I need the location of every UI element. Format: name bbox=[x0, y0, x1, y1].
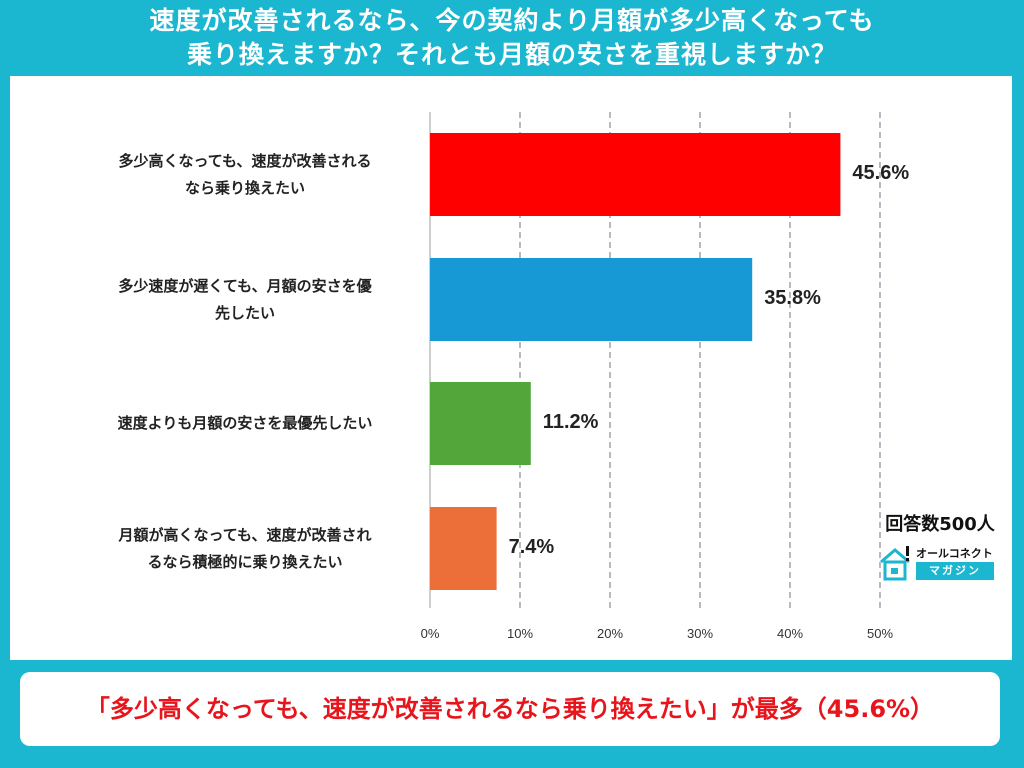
category-label-line: なら乗り換えたい bbox=[184, 178, 305, 197]
logo-bottom-text: マガジン bbox=[916, 562, 994, 580]
category-label-3: 速度よりも月額の安さを最優先したい bbox=[85, 410, 405, 437]
x-tick-label: 10% bbox=[506, 626, 534, 641]
title-line-1: 速度が改善されるなら、今の契約より月額が多少高くなっても bbox=[149, 6, 875, 35]
bar-1 bbox=[430, 133, 841, 216]
respondent-count: 回答数500人 bbox=[885, 514, 995, 535]
summary-callout: 「多少高くなっても、速度が改善されるなら乗り換えたい」が最多（45.6%） bbox=[20, 672, 1000, 746]
category-label-4: 月額が高くなっても、速度が改善され るなら積極的に乗り換えたい bbox=[85, 522, 405, 576]
x-tick-label: 0% bbox=[420, 626, 440, 641]
category-label-line: 多少速度が遅くても、月額の安さを優 bbox=[118, 276, 372, 295]
value-label-1: 45.6% bbox=[852, 161, 910, 184]
x-tick-label: 20% bbox=[596, 626, 624, 641]
x-tick-label: 30% bbox=[686, 626, 714, 641]
category-label-line: 多少高くなっても、速度が改善される bbox=[118, 151, 372, 170]
bar-3 bbox=[430, 382, 531, 465]
category-label-1: 多少高くなっても、速度が改善される なら乗り換えたい bbox=[85, 148, 405, 202]
house-icon bbox=[880, 546, 910, 581]
category-label-line: るなら積極的に乗り換えたい bbox=[147, 552, 343, 571]
brand-logo: オールコネクト マガジン bbox=[878, 544, 998, 582]
bar-4 bbox=[430, 507, 497, 590]
title-line-2: 乗り換えますか？それとも月額の安さを重視しますか？ bbox=[186, 40, 837, 69]
category-label-line: 先したい bbox=[214, 303, 275, 322]
chart-title: 速度が改善されるなら、今の契約より月額が多少高くなっても 乗り換えますか？それと… bbox=[0, 4, 1024, 72]
value-label-3: 11.2% bbox=[542, 410, 599, 433]
value-label-4: 7.4% bbox=[508, 535, 555, 558]
x-tick-label: 50% bbox=[866, 626, 894, 641]
summary-text: 「多少高くなっても、速度が改善されるなら乗り換えたい」が最多（45.6%） bbox=[85, 695, 935, 723]
value-label-2: 35.8% bbox=[764, 286, 821, 309]
x-tick-label: 40% bbox=[776, 626, 804, 641]
category-label-2: 多少速度が遅くても、月額の安さを優 先したい bbox=[85, 273, 405, 327]
bar-2 bbox=[430, 258, 753, 341]
logo-top-text: オールコネクト bbox=[916, 547, 993, 560]
category-label-line: 月額が高くなっても、速度が改善され bbox=[118, 525, 372, 544]
category-label-line: 速度よりも月額の安さを最優先したい bbox=[117, 414, 373, 432]
